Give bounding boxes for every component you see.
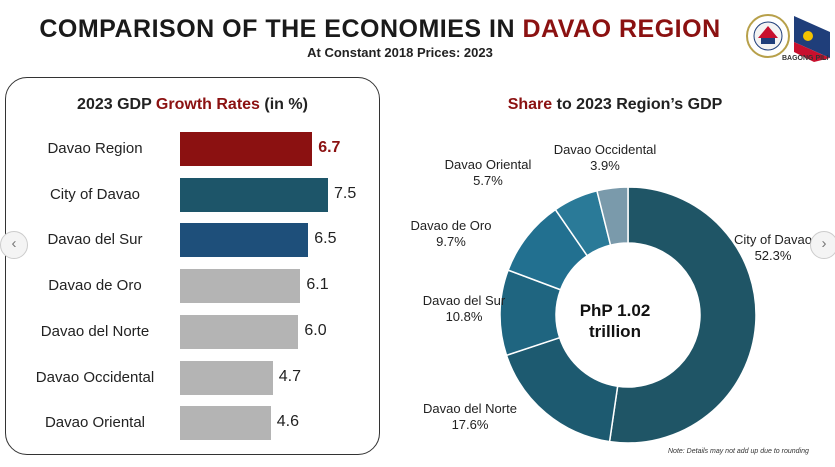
- donut-slice-label: Davao de Oro 9.7%: [410, 218, 492, 249]
- bar-category-label: Davao Oriental: [44, 414, 146, 432]
- donut-slice-label: Davao del Norte 17.6%: [423, 401, 517, 432]
- footnote: Note: Details may not add up due to roun…: [668, 448, 809, 455]
- bar-category-label: Davao Region: [47, 140, 143, 157]
- donut-slice-label: City of Davao 52.3%: [733, 232, 813, 263]
- donut-center-label: PhP 1.02 trillion: [579, 301, 651, 341]
- bar: [180, 314, 299, 349]
- bar: [180, 132, 313, 166]
- donut-slice-label: Davao Occidental 3.9%: [553, 142, 657, 173]
- pie-chart-title: Share to 2023 Region’s GDP: [507, 96, 723, 113]
- bar: [180, 360, 273, 395]
- bar-value-label: 4.6: [276, 413, 300, 431]
- bar-category-label: Davao Occidental: [35, 368, 155, 386]
- bar-value-label: 7.5: [334, 184, 357, 202]
- psa-logo-icon: [746, 14, 830, 62]
- bar: [180, 269, 301, 304]
- donut-slice: [554, 189, 612, 257]
- bar-value-label: 6.7: [318, 139, 341, 156]
- donut-slice: [507, 208, 589, 291]
- next-slide-button[interactable]: ›: [810, 231, 835, 259]
- page-subtitle: At Constant 2018 Prices: 2023: [307, 45, 493, 60]
- bar-value-label: 6.0: [304, 321, 327, 339]
- prev-slide-button[interactable]: ‹: [0, 231, 28, 259]
- donut-slice-label: Davao Oriental 5.7%: [444, 157, 532, 188]
- bar: [180, 223, 309, 258]
- donut-slice-label: Davao del Sur 10.8%: [422, 293, 506, 324]
- donut-slice: [596, 186, 629, 247]
- bar-chart-title: 2023 GDP Growth Rates (in %): [77, 96, 308, 113]
- bar-category-label: Davao del Norte: [40, 322, 150, 340]
- bar-category-label: City of Davao: [49, 185, 141, 203]
- bar-value-label: 6.1: [306, 276, 329, 294]
- logo-text: BAGONG PILI: [782, 55, 829, 62]
- page-title: COMPARISON OF THE ECONOMIES IN DAVAO REG…: [39, 15, 721, 43]
- bar-value-label: 6.5: [314, 230, 337, 248]
- bar: [180, 177, 328, 212]
- bar-category-label: Davao del Sur: [47, 231, 143, 249]
- bar-value-label: 4.7: [278, 367, 301, 385]
- bar: [180, 406, 271, 441]
- bar-category-label: Davao de Oro: [48, 277, 142, 295]
